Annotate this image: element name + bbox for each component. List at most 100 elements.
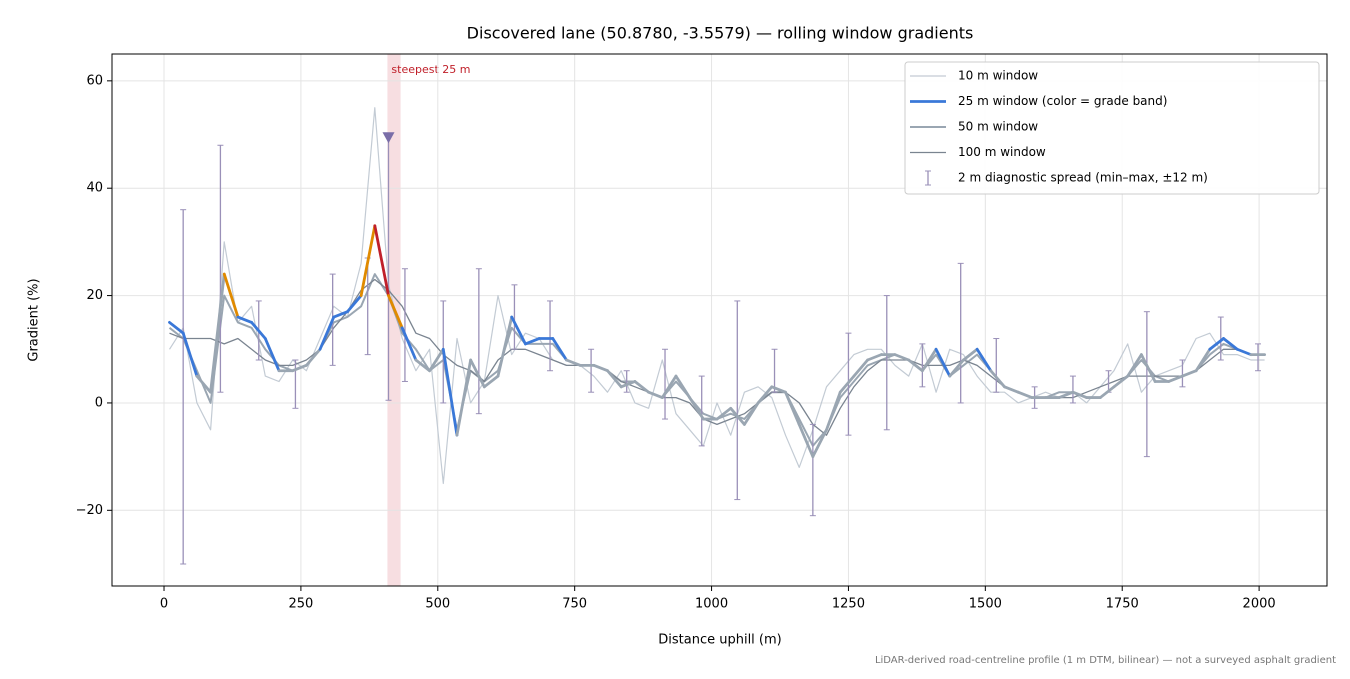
grade-segment: [400, 326, 418, 362]
grade-segment: [1016, 390, 1034, 399]
grade-segment: [647, 390, 664, 399]
grade-segment: [482, 374, 500, 389]
grade-segment: [1194, 347, 1212, 373]
grade-segment: [441, 347, 459, 437]
grade-segment: [359, 224, 377, 297]
grade-segment: [811, 428, 828, 459]
y-tick-label: −20: [76, 503, 103, 518]
y-tick-label: 20: [86, 288, 103, 303]
grade-segment: [565, 358, 582, 367]
grade-segment: [168, 321, 185, 335]
grade-segment: [414, 358, 431, 373]
x-tick-label: 1750: [1106, 597, 1139, 612]
x-tick-label: 1500: [969, 597, 1002, 612]
grade-segment: [797, 423, 815, 459]
grade-segment: [304, 347, 322, 367]
grade-segment: [989, 369, 1006, 389]
grade-segment: [1098, 385, 1116, 399]
plot-frame: [111, 53, 1328, 587]
legend: 10 m window 25 m window (color = grade ba…: [904, 61, 1320, 195]
grade-segment: [1139, 353, 1157, 383]
x-tick-label: 2000: [1243, 597, 1276, 612]
grade-segment: [428, 347, 445, 373]
grade-segment: [1126, 353, 1143, 378]
grade-segment: [236, 315, 254, 324]
highlight-band: [387, 54, 401, 586]
series-line: [168, 107, 1265, 485]
grade-segment: [1181, 369, 1198, 378]
highlight-label: steepest 25 m: [391, 63, 470, 76]
grade-segment: [893, 353, 911, 362]
x-tick-label: 500: [425, 597, 450, 612]
y-axis-label: Gradient (%): [27, 278, 42, 361]
grade-segment: [743, 401, 760, 426]
grade-segment: [469, 358, 486, 389]
grade-segment: [263, 337, 281, 373]
grade-segment: [181, 331, 199, 378]
x-tick-label: 1000: [695, 597, 728, 612]
grade-segment: [222, 272, 240, 319]
grade-segment: [660, 374, 678, 399]
y-tick-label: 60: [86, 73, 103, 88]
grade-segment: [346, 294, 363, 314]
grade-segment: [619, 380, 637, 389]
grade-segment: [195, 374, 212, 394]
grade-segment: [688, 396, 705, 421]
grade-segment: [825, 390, 842, 432]
grade-segment: [674, 374, 692, 399]
grade-segment: [715, 406, 733, 421]
grade-segment: [770, 385, 787, 394]
grade-segment: [948, 358, 965, 378]
grade-segment: [373, 224, 390, 297]
grade-segment: [1208, 337, 1225, 351]
grade-segment: [1112, 374, 1130, 389]
chart-title: Discovered lane (50.8780, -3.5579) — rol…: [467, 24, 974, 43]
grade-segment: [756, 385, 774, 405]
grade-segment: [838, 374, 856, 394]
grade-segment: [920, 347, 938, 373]
legend-label: 10 m window: [958, 69, 1038, 83]
grade-segment: [1222, 337, 1239, 351]
x-tick-label: 0: [160, 597, 168, 612]
grade-segment: [866, 353, 883, 362]
grade-segment: [1071, 390, 1089, 399]
grade-segment: [975, 347, 993, 373]
x-tick-label: 250: [288, 597, 313, 612]
y-tick-label: 0: [95, 395, 103, 410]
grade-segment: [1057, 390, 1075, 399]
steepest-marker: [382, 132, 395, 144]
grade-segment: [318, 315, 336, 351]
grade-segment: [784, 390, 801, 426]
grade-segment: [332, 310, 349, 319]
x-tick-label: 750: [562, 597, 587, 612]
grade-segment: [209, 272, 226, 394]
legend-label: 25 m window (color = grade band): [958, 94, 1167, 108]
grade-segment: [455, 358, 473, 437]
grade-segment: [729, 406, 746, 426]
legend-label: 50 m window: [958, 120, 1038, 134]
grade-segment: [907, 358, 924, 373]
grade-segment: [962, 347, 979, 362]
grade-segment: [291, 363, 308, 373]
legend-box: [904, 61, 1320, 195]
grade-segment: [606, 369, 623, 389]
grade-segment: [1167, 374, 1184, 383]
x-tick-label: 1250: [832, 597, 865, 612]
x-axis-label: Distance uphill (m): [658, 633, 781, 648]
grade-segment: [551, 337, 568, 362]
grade-segment: [387, 294, 404, 330]
grade-segment: [523, 337, 541, 346]
legend-label: 2 m diagnostic spread (min–max, ±12 m): [958, 171, 1208, 185]
grade-segment: [1003, 385, 1020, 394]
grade-segment: [934, 347, 952, 378]
grade-segment: [1235, 347, 1253, 357]
grade-segment: [510, 315, 527, 346]
y-tick-label: 40: [86, 181, 103, 196]
grade-segment: [496, 315, 514, 378]
legend-label: 100 m window: [958, 145, 1046, 159]
grade-segment: [592, 363, 609, 373]
grade-segment: [633, 380, 650, 394]
footnote: LiDAR-derived road-centreline profile (1…: [875, 655, 1336, 666]
grade-segment: [852, 358, 870, 378]
